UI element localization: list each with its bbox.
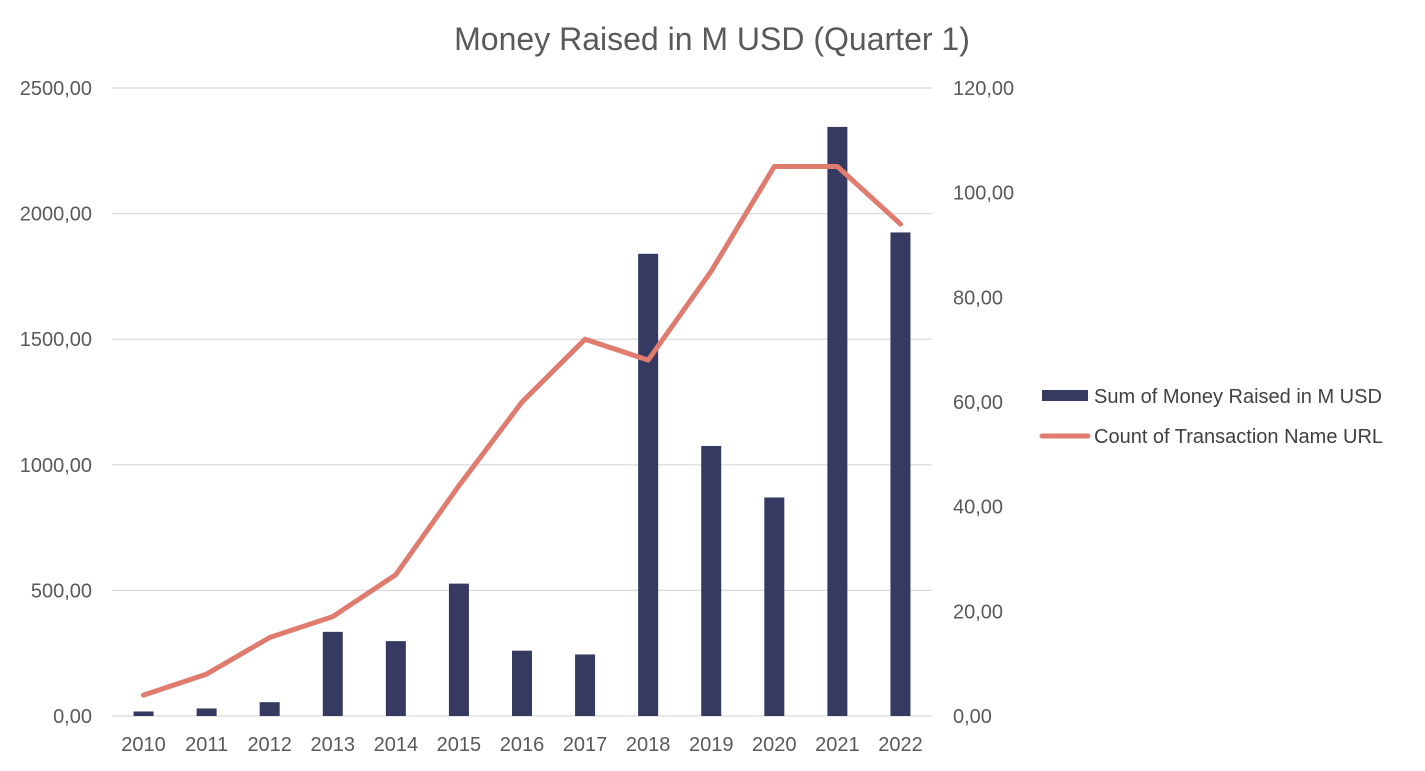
bar bbox=[196, 708, 217, 716]
x-tick-label: 2017 bbox=[563, 734, 608, 756]
x-axis-ticks: 2010 2011 2012 2013 2014 2015 2016 2017 2018 2019… bbox=[121, 734, 922, 756]
bar bbox=[512, 650, 532, 716]
bar bbox=[827, 126, 848, 717]
bar bbox=[385, 641, 406, 716]
right-tick-label: 100,00 bbox=[953, 183, 1014, 205]
x-tick-label: 2012 bbox=[247, 734, 292, 756]
right-tick-label: 120,00 bbox=[953, 78, 1014, 100]
left-tick-label: 2000,00 bbox=[20, 204, 92, 226]
bar bbox=[575, 654, 596, 716]
legend-swatch-bar bbox=[1042, 390, 1088, 401]
legend-label-line: Count of Transaction Name URL bbox=[1094, 426, 1383, 448]
bar bbox=[890, 232, 911, 716]
x-tick-label: 2015 bbox=[437, 734, 482, 756]
x-tick-label: 2020 bbox=[752, 734, 797, 756]
legend: Sum of Money Raised in M USD Count of Tr… bbox=[1039, 386, 1383, 448]
bar-series bbox=[133, 126, 911, 717]
right-tick-label: 20,00 bbox=[953, 601, 1003, 623]
right-tick-label: 60,00 bbox=[953, 392, 1003, 414]
bar bbox=[638, 253, 659, 717]
bar bbox=[764, 497, 785, 716]
right-tick-label: 40,00 bbox=[953, 497, 1003, 519]
x-tick-label: 2016 bbox=[500, 734, 545, 756]
right-tick-label: 0,00 bbox=[953, 706, 992, 728]
gridlines bbox=[112, 87, 932, 717]
x-tick-label: 2021 bbox=[815, 734, 860, 756]
bar bbox=[448, 583, 469, 716]
legend-label-bar: Sum of Money Raised in M USD bbox=[1094, 386, 1382, 408]
line-series bbox=[141, 164, 903, 698]
right-tick-label: 80,00 bbox=[953, 287, 1003, 309]
x-tick-label: 2013 bbox=[311, 734, 356, 756]
x-tick-label: 2022 bbox=[878, 734, 923, 756]
chart-title: Money Raised in M USD (Quarter 1) bbox=[454, 21, 970, 57]
bar bbox=[322, 631, 343, 716]
x-tick-label: 2018 bbox=[626, 734, 671, 756]
bar bbox=[701, 445, 722, 716]
x-tick-label: 2014 bbox=[374, 734, 419, 756]
left-tick-label: 1500,00 bbox=[20, 329, 92, 351]
left-tick-label: 1000,00 bbox=[20, 455, 92, 477]
right-axis-ticks: 0,00 20,00 40,00 60,00 80,00 100,00 120,00 bbox=[953, 78, 1014, 728]
x-tick-label: 2010 bbox=[121, 734, 166, 756]
left-axis-ticks: 0,00 500,00 1000,00 1500,00 2000,00 2500,00 bbox=[20, 78, 92, 728]
left-tick-label: 2500,00 bbox=[20, 78, 92, 100]
bar bbox=[133, 711, 154, 716]
series-line bbox=[141, 164, 903, 698]
x-tick-label: 2019 bbox=[689, 734, 734, 756]
left-tick-label: 0,00 bbox=[53, 706, 92, 728]
left-tick-label: 500,00 bbox=[31, 580, 92, 602]
bar bbox=[259, 702, 280, 716]
x-tick-label: 2011 bbox=[185, 734, 228, 756]
